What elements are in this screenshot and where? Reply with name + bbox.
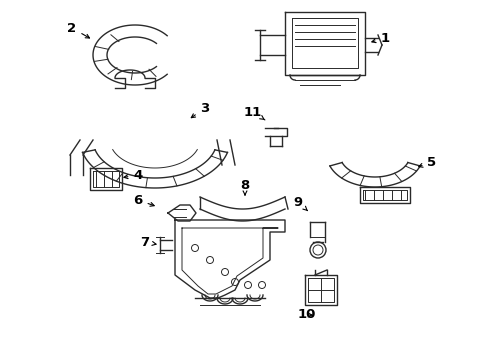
Text: 10: 10 [298, 309, 316, 321]
Text: 3: 3 [191, 102, 210, 118]
Text: 5: 5 [419, 156, 437, 168]
Text: 4: 4 [124, 168, 143, 181]
Text: 11: 11 [244, 105, 265, 120]
Text: 9: 9 [294, 195, 307, 211]
Text: 6: 6 [133, 194, 154, 207]
Text: 8: 8 [241, 179, 249, 195]
Text: 2: 2 [68, 22, 90, 38]
Text: 1: 1 [372, 32, 390, 45]
Text: 7: 7 [141, 235, 156, 248]
